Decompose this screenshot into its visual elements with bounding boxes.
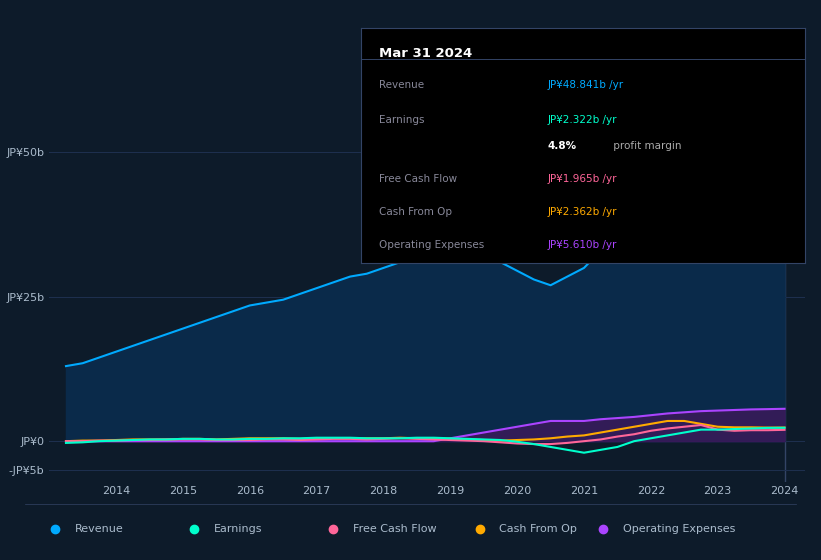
Text: Operating Expenses: Operating Expenses xyxy=(623,524,735,534)
Text: Cash From Op: Cash From Op xyxy=(379,207,452,217)
Text: Earnings: Earnings xyxy=(213,524,262,534)
Text: JP¥2.322b /yr: JP¥2.322b /yr xyxy=(548,115,617,125)
Text: JP¥48.841b /yr: JP¥48.841b /yr xyxy=(548,80,624,90)
Text: Revenue: Revenue xyxy=(379,80,424,90)
Text: 4.8%: 4.8% xyxy=(548,141,576,151)
Text: Mar 31 2024: Mar 31 2024 xyxy=(379,47,472,60)
Text: Earnings: Earnings xyxy=(379,115,424,125)
Text: Cash From Op: Cash From Op xyxy=(499,524,577,534)
Text: JP¥2.362b /yr: JP¥2.362b /yr xyxy=(548,207,617,217)
Text: Operating Expenses: Operating Expenses xyxy=(379,240,484,250)
Text: JP¥1.965b /yr: JP¥1.965b /yr xyxy=(548,174,617,184)
Text: Revenue: Revenue xyxy=(75,524,123,534)
Text: Free Cash Flow: Free Cash Flow xyxy=(353,524,436,534)
Text: profit margin: profit margin xyxy=(609,141,681,151)
Text: Free Cash Flow: Free Cash Flow xyxy=(379,174,457,184)
Text: JP¥5.610b /yr: JP¥5.610b /yr xyxy=(548,240,617,250)
